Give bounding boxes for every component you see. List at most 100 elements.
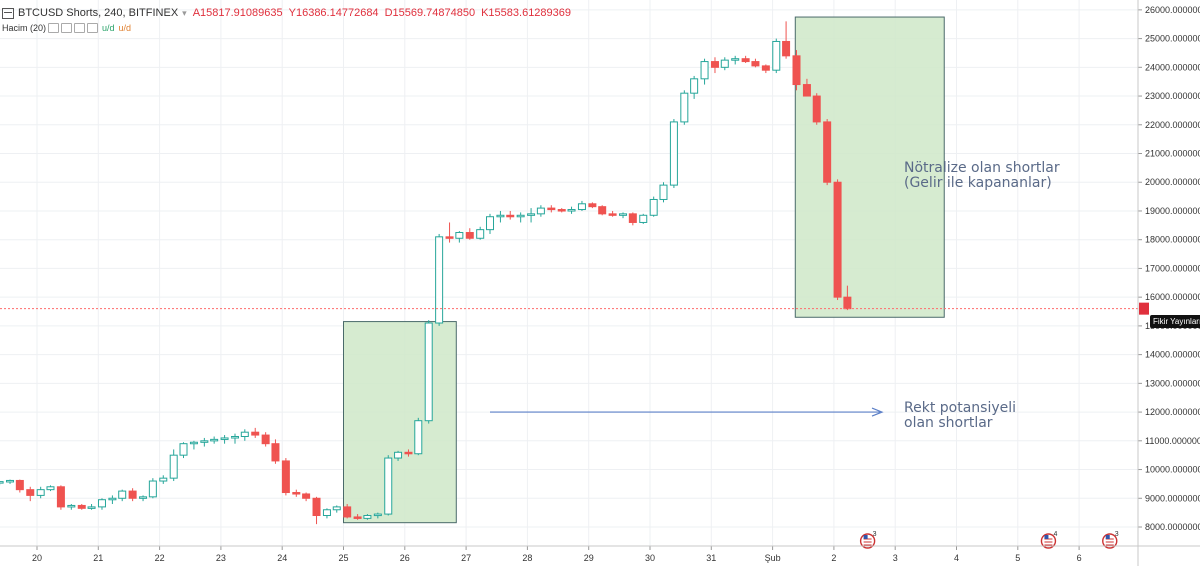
candle-body <box>680 92 689 123</box>
candle-body <box>108 497 117 501</box>
candle-body <box>741 58 750 63</box>
rekt-potential-box[interactable] <box>343 321 457 524</box>
candle-body <box>373 513 382 517</box>
low-value: D15569.74874850 <box>384 7 476 19</box>
event-flag-icon[interactable]: 3 <box>859 531 877 549</box>
x-axis[interactable]: 20 21 22 23 24 25 26 27 28 29 30 31 Şub 2 3 4 5 6 <box>0 545 1200 563</box>
candle-body <box>720 59 729 68</box>
candle-body <box>476 229 485 239</box>
volume-value-1: u/d <box>102 23 115 33</box>
x-tick-label: 3 <box>893 553 898 563</box>
close-icon[interactable] <box>74 23 86 33</box>
y-tick-label: 23000.00000000 <box>1145 91 1200 101</box>
candles <box>0 21 852 525</box>
annotation-rekt-line1: Rekt potansiyeli <box>904 400 1016 416</box>
y-tick-label: 17000.00000000 <box>1145 263 1200 273</box>
candle-body <box>435 236 444 324</box>
close-value: K15583.61289369 <box>481 7 572 19</box>
chart-header: BTCUSD Shorts, 240, BITFINEX ▾ A15817.91… <box>0 4 577 22</box>
candle-body <box>271 443 280 462</box>
price-flag[interactable]: Fikir Yayınları <box>1150 315 1200 328</box>
x-tick-label: 30 <box>645 553 655 563</box>
candle-body <box>843 296 852 310</box>
candle-body <box>261 434 270 445</box>
y-tick-label: 19000.00000000 <box>1145 206 1200 216</box>
candle-body <box>97 499 106 508</box>
y-tick-label: 22000.00000000 <box>1145 120 1200 130</box>
settings-icon[interactable] <box>61 23 73 33</box>
x-tick-label: 6 <box>1077 553 1082 563</box>
annotation-neutralized-line2: (Gelir ile kapananlar) <box>904 175 1052 191</box>
candle-body <box>782 40 791 57</box>
chevron-down-icon[interactable]: ▾ <box>182 7 187 18</box>
grid <box>0 0 1138 546</box>
candle-body <box>179 443 188 456</box>
candle-body <box>669 121 678 186</box>
candle-body <box>659 184 668 200</box>
candle-body <box>363 515 372 519</box>
current-price-marker <box>1139 302 1149 315</box>
candle-body <box>424 322 433 422</box>
candle-body <box>189 441 198 445</box>
y-tick-label: 11000.00000000 <box>1145 436 1200 446</box>
y-tick-label: 20000.00000000 <box>1145 177 1200 187</box>
y-tick-label: 18000.00000000 <box>1145 235 1200 245</box>
y-tick-label: 12000.00000000 <box>1145 407 1200 417</box>
candle-body <box>46 486 55 491</box>
x-tick-label: 26 <box>400 553 410 563</box>
candle-body <box>486 216 495 231</box>
candle-body <box>77 504 86 509</box>
volume-label[interactable]: Hacim (20) <box>2 23 47 33</box>
y-tick-label: 14000.00000000 <box>1145 350 1200 360</box>
candle-body <box>772 40 781 71</box>
neutralized-box[interactable] <box>794 16 945 318</box>
x-tick-label: 31 <box>706 553 716 563</box>
event-count: 4 <box>1053 531 1057 538</box>
candle-body <box>506 214 515 218</box>
y-tick-label: 25000.00000000 <box>1145 34 1200 44</box>
candle-body <box>148 480 157 498</box>
candle-body <box>465 232 474 239</box>
candle-body <box>200 440 209 443</box>
event-flag-canton <box>1044 535 1049 539</box>
candle-body <box>710 61 719 68</box>
x-tick-label: 24 <box>277 553 287 563</box>
candle-body <box>649 198 658 216</box>
more-icon[interactable] <box>87 23 99 33</box>
candle-body <box>577 203 586 211</box>
candle-body <box>139 496 148 499</box>
x-tick-label: 22 <box>155 553 165 563</box>
candle-body <box>516 214 525 218</box>
event-flag-icon[interactable]: 3 <box>1102 531 1119 549</box>
y-tick-label: 13000.00000000 <box>1145 378 1200 388</box>
candle-body <box>220 437 229 440</box>
visibility-icon[interactable] <box>48 23 60 33</box>
candle-body <box>394 451 403 459</box>
candle-body <box>700 61 709 80</box>
candle-body <box>536 207 545 215</box>
event-flag-icon[interactable]: 4 <box>1040 531 1057 549</box>
y-tick-label: 9000.00000000 <box>1145 493 1200 503</box>
candle-body <box>230 436 239 439</box>
candle-body <box>731 58 740 61</box>
symbol-label[interactable]: BTCUSD Shorts, 240, BITFINEX <box>18 7 179 19</box>
x-tick-label: 27 <box>461 553 471 563</box>
candle-body <box>496 214 505 218</box>
candle-body <box>802 84 811 97</box>
y-axis[interactable]: 8000.00000000 9000.00000000 10000.00000000… <box>1137 0 1200 566</box>
overlays: 3 4 3 <box>0 302 1149 549</box>
event-flag-canton <box>1105 535 1110 539</box>
candle-body <box>598 206 607 215</box>
annotation-neutralized-line1: Nötralize olan shortlar <box>904 160 1060 176</box>
chart-type-icon[interactable] <box>2 7 14 19</box>
event-count: 3 <box>873 531 877 538</box>
candle-body <box>87 506 96 509</box>
y-tick-label: 16000.00000000 <box>1145 292 1200 302</box>
candle-body <box>619 213 628 216</box>
candle-body <box>751 61 760 67</box>
candle-body <box>353 516 362 519</box>
candle-body <box>792 55 801 86</box>
candle-body <box>6 479 15 483</box>
event-flag-canton <box>863 535 868 539</box>
